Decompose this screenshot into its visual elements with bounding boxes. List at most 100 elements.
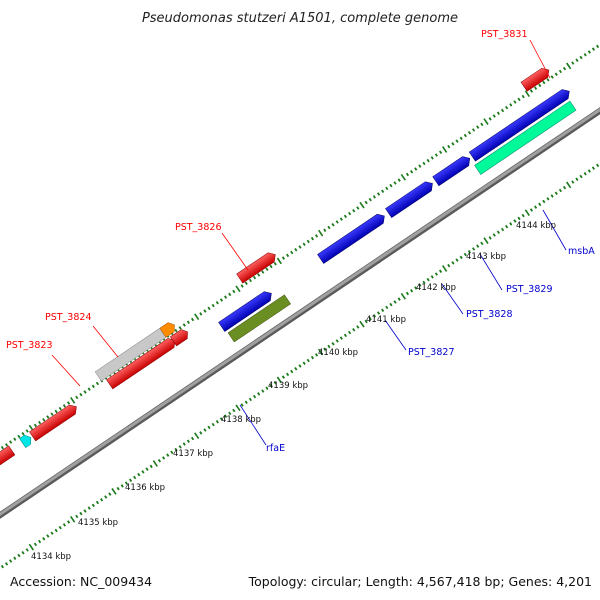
tick-label: 4143 kbp xyxy=(466,252,506,262)
tick-mark xyxy=(359,201,365,209)
tick-mark xyxy=(46,415,50,419)
gene-arrow-red-left-1[interactable] xyxy=(0,445,16,468)
label-pst3827: PST_3827 xyxy=(408,347,455,358)
tick-mark xyxy=(385,305,389,310)
tick-mark xyxy=(529,208,534,212)
tick-mark xyxy=(13,437,17,441)
tick-mark xyxy=(476,125,480,129)
tick-mark xyxy=(211,422,215,427)
tick-mark xyxy=(257,392,261,396)
tick-mark xyxy=(95,381,100,386)
tick-mark xyxy=(472,128,476,132)
tick-mark xyxy=(111,488,117,495)
tick-mark xyxy=(393,181,397,185)
tick-mark xyxy=(91,503,95,508)
gene-arrow-blue-pst3827[interactable] xyxy=(317,211,388,264)
tick-mark xyxy=(124,481,128,485)
gene-arrow-red-left-2[interactable] xyxy=(29,402,79,442)
gene-arrow-red-pst3831[interactable] xyxy=(520,65,552,92)
tick-mark xyxy=(348,330,352,335)
tick-mark xyxy=(265,386,269,391)
gene-arrow-cyan[interactable] xyxy=(19,433,34,448)
topology-text: Topology: circular; Length: 4,567,418 bp… xyxy=(248,574,592,589)
tick-mark xyxy=(480,241,484,246)
tick-mark xyxy=(422,280,426,285)
tick-mark xyxy=(335,220,339,224)
tick-mark xyxy=(199,312,203,316)
tick-label: 4140 kbp xyxy=(318,348,358,358)
tick-mark xyxy=(455,258,459,262)
tick-mark xyxy=(562,185,567,190)
tick-mark xyxy=(422,161,426,166)
tick-mark xyxy=(426,158,430,163)
gene-arrow-red-small[interactable] xyxy=(170,327,190,347)
label-leaders xyxy=(51,39,567,446)
tick-mark xyxy=(141,470,145,474)
label-pst3831: PST_3831 xyxy=(481,29,528,40)
tick-mark xyxy=(368,197,372,202)
tick-mark xyxy=(538,202,542,207)
tick-label: 4136 kbp xyxy=(125,483,165,493)
tick-mark xyxy=(500,227,505,232)
tick-mark xyxy=(500,108,505,113)
tick-mark xyxy=(438,269,443,274)
gene-arrow-blue-pst3829[interactable] xyxy=(432,154,473,187)
gene-arrow-red-pst3826[interactable] xyxy=(236,250,279,284)
tick-mark xyxy=(95,500,100,505)
tick-mark xyxy=(331,222,335,227)
tick-mark xyxy=(310,355,314,360)
gene-arrow-red-pst3823[interactable] xyxy=(106,336,179,390)
tick-mark xyxy=(75,395,79,400)
tick-mark xyxy=(100,498,104,502)
tick-mark xyxy=(28,543,34,551)
tick-mark xyxy=(467,249,472,254)
tick-mark xyxy=(83,509,87,513)
tick-mark xyxy=(534,86,538,90)
tick-mark xyxy=(405,291,410,296)
tick-mark xyxy=(488,117,492,121)
tick-mark xyxy=(273,262,277,266)
tick-mark xyxy=(50,531,54,535)
tick-mark xyxy=(174,447,178,452)
tick-mark xyxy=(194,313,200,321)
tick-mark xyxy=(492,114,496,118)
tick-mark xyxy=(152,460,158,467)
gene-arrow-green-rfaE[interactable] xyxy=(227,294,291,343)
tick-mark xyxy=(575,58,579,63)
tick-mark xyxy=(364,319,368,324)
tick-mark xyxy=(25,429,29,433)
gene-arrow-blue-pst3828[interactable] xyxy=(385,179,435,219)
tick-mark xyxy=(583,53,587,57)
tick-mark xyxy=(276,376,282,384)
tick-mark xyxy=(87,387,91,391)
tick-mark xyxy=(294,366,298,371)
gene-arrow-blue-rfaE-upper[interactable] xyxy=(218,289,275,332)
tick-mark xyxy=(62,523,66,527)
tick-mark xyxy=(524,209,530,217)
gene-arrow-blue-long[interactable] xyxy=(468,87,572,162)
tick-mark xyxy=(21,431,25,436)
tick-mark xyxy=(224,414,228,418)
gene-arrow-orange[interactable] xyxy=(159,320,178,338)
tick-label: 4141 kbp xyxy=(366,315,406,325)
tick-mark xyxy=(587,169,591,173)
tick-mark xyxy=(273,381,277,385)
kbp-tick-labels: 4134 kbp 4135 kbp 4136 kbp 4137 kbp 4138… xyxy=(31,221,556,562)
tick-mark xyxy=(38,420,42,425)
tick-mark xyxy=(542,80,546,85)
gene-arrow-teal-msbA[interactable] xyxy=(474,100,577,175)
tick-mark xyxy=(496,230,500,234)
tick-mark xyxy=(509,222,513,226)
tick-mark xyxy=(505,105,509,110)
tick-mark xyxy=(33,423,38,428)
tick-mark xyxy=(376,311,381,315)
tick-mark xyxy=(356,325,360,329)
tick-mark xyxy=(174,328,178,333)
tick-label: 4135 kbp xyxy=(78,518,118,528)
tick-mark xyxy=(517,216,521,221)
tick-mark xyxy=(591,47,596,51)
tick-mark xyxy=(310,236,314,241)
tick-mark xyxy=(137,472,141,477)
tick-mark xyxy=(224,295,228,299)
tick-mark xyxy=(66,401,71,405)
